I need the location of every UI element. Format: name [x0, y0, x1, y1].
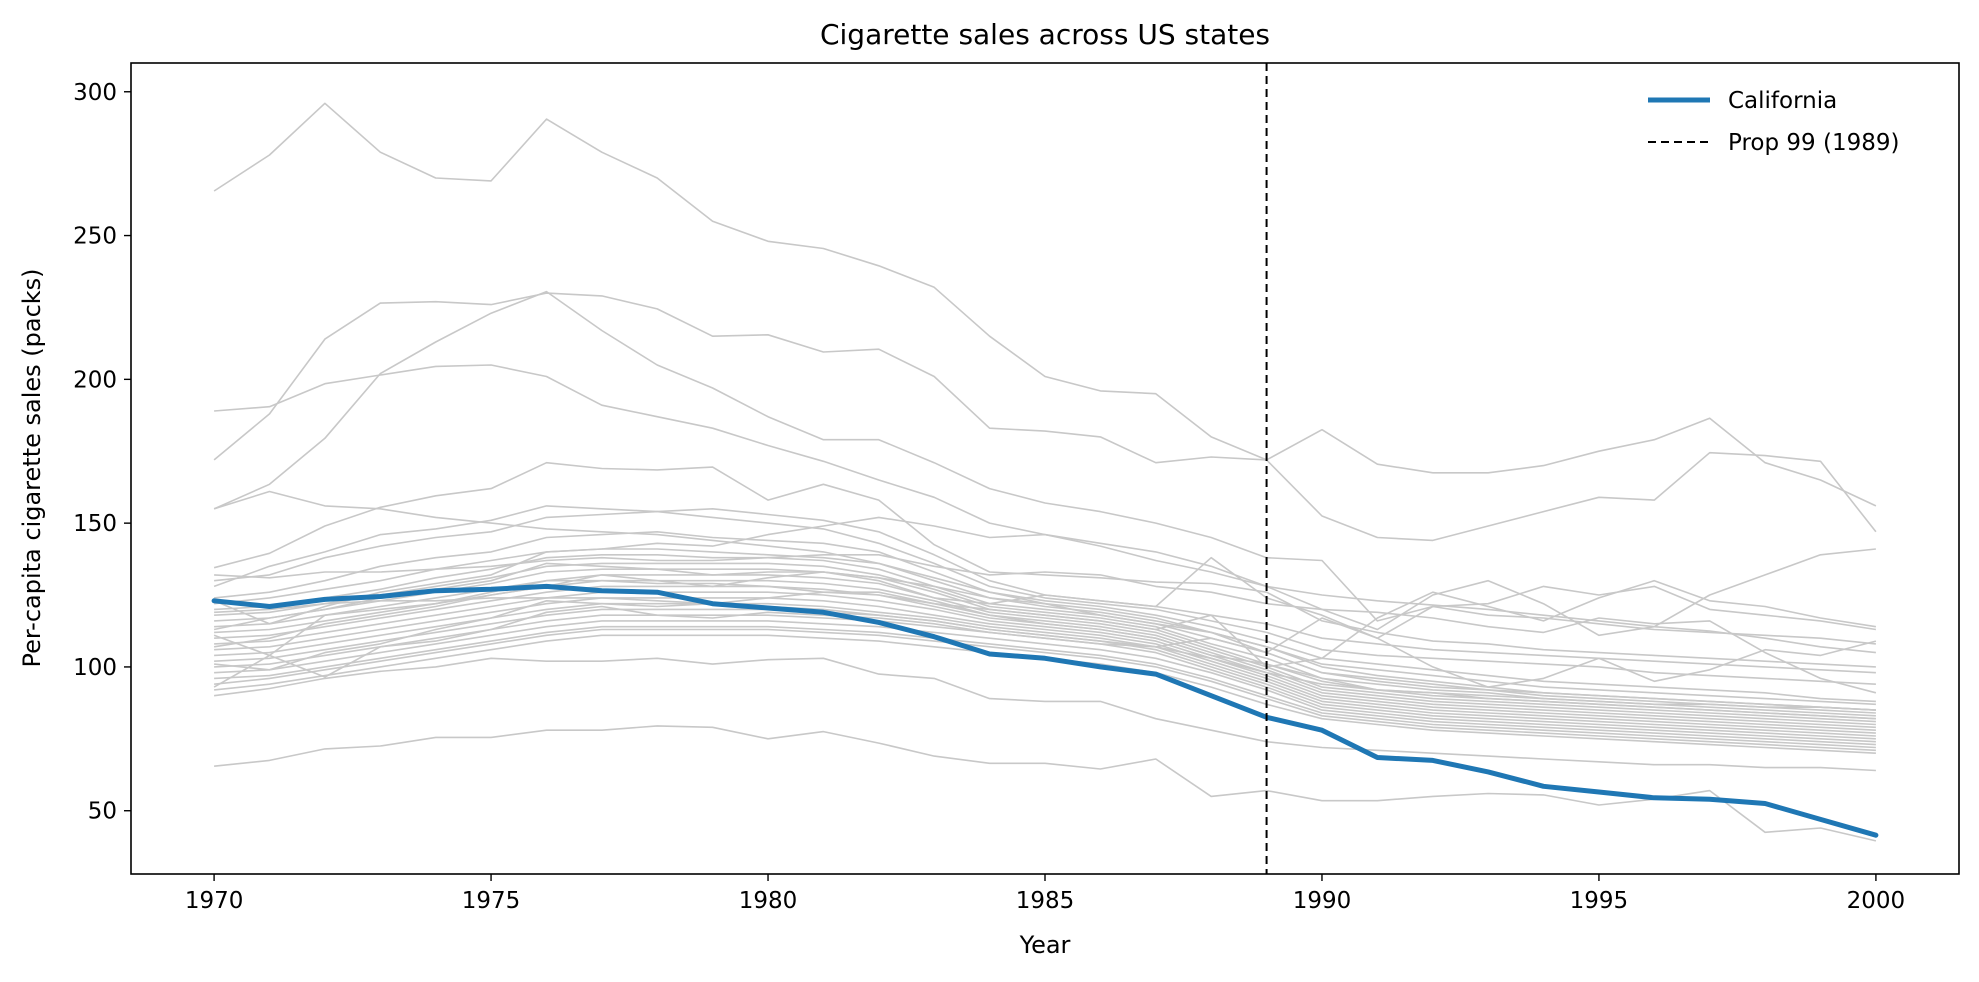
background-series-line-30: [213, 516, 1877, 694]
plot-area: [211, 63, 1879, 874]
background-series-line-34: [213, 562, 1876, 711]
background-series-line-31: [214, 548, 1876, 637]
background-series-line-23: [214, 625, 1876, 749]
background-series-line-22: [214, 620, 1876, 746]
background-series-line-33: [214, 591, 1876, 720]
background-series-line-3: [213, 292, 1877, 542]
background-series-line-35: [214, 597, 1876, 711]
x-tick-label: 1970: [185, 888, 244, 914]
y-axis-label: Per-capita cigarette sales (packs): [18, 268, 46, 667]
background-series-line-10: [214, 548, 1876, 706]
background-series-line-11: [214, 553, 1876, 714]
background-series-line-26: [213, 657, 1876, 772]
background-series-line-8: [213, 505, 1876, 685]
background-series-line-18: [214, 597, 1876, 734]
x-tick-label: 1985: [1016, 888, 1075, 914]
x-tick-label: 1990: [1293, 888, 1352, 914]
legend-label-prop-99: Prop 99 (1989): [1728, 130, 1899, 156]
background-series-line-1: [213, 102, 1877, 507]
legend: California Prop 99 (1989): [1648, 88, 1899, 156]
background-series-line-28: [213, 579, 1877, 668]
y-tick-label: 50: [88, 799, 117, 825]
y-axis-ticks: 50 100 150 200 250 300: [73, 80, 131, 825]
background-series-line-17: [214, 591, 1876, 731]
x-tick-label: 1975: [462, 888, 521, 914]
x-axis-label: Year: [1019, 931, 1071, 959]
x-tick-label: 1995: [1570, 888, 1629, 914]
y-tick-label: 150: [73, 511, 117, 537]
legend-label-california: California: [1728, 88, 1837, 114]
x-tick-label: 2000: [1847, 888, 1906, 914]
background-series-line-6: [213, 461, 1876, 668]
background-series-line-4: [213, 290, 1876, 645]
california-series-line: [211, 583, 1879, 838]
chart-title: Cigarette sales across US states: [820, 18, 1270, 51]
highlight-series-group: [211, 583, 1879, 838]
background-series-line-9: [214, 530, 1876, 703]
background-series-line-27: [213, 585, 1877, 688]
background-series-line-32: [214, 725, 1877, 842]
y-tick-label: 100: [73, 655, 117, 681]
y-tick-label: 250: [73, 224, 117, 250]
x-axis-ticks: 1970 1975 1980 1985 1990 1995 2000: [185, 874, 1905, 914]
background-series-line-24: [214, 628, 1876, 752]
y-tick-label: 200: [73, 367, 117, 393]
y-tick-label: 300: [73, 80, 117, 106]
x-tick-label: 1980: [739, 888, 798, 914]
background-series-line-29: [213, 556, 1877, 688]
